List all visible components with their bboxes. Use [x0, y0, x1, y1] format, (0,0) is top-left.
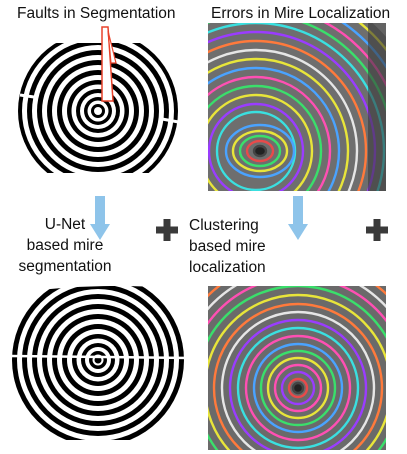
caption-errors-in-mire-localization: Errors in Mire Localization	[211, 5, 391, 22]
step-label-unet-line3: segmentation	[18, 258, 112, 275]
faulty-localization-image	[208, 23, 386, 191]
unet-segmentation-image	[10, 282, 190, 447]
clustering-localization-image	[208, 286, 386, 450]
step-label-clustering-line3: localization	[189, 259, 266, 276]
step-label-unet-line2: based mire	[26, 237, 104, 254]
faulty-segmentation-image	[12, 23, 192, 188]
step-label-unet: U-Net based mire segmentation	[10, 214, 120, 277]
caption-faults-in-segmentation: Faults in Segmentation	[17, 5, 176, 22]
down-arrow-left	[90, 196, 110, 240]
plus-icon-left	[156, 219, 178, 241]
step-label-clustering-line1: Clustering	[189, 217, 259, 234]
step-label-clustering: Clustering based mire localization	[189, 215, 289, 278]
plus-icon-right	[366, 219, 388, 241]
step-label-clustering-line2: based mire	[189, 238, 266, 255]
down-arrow-right	[288, 196, 308, 240]
step-label-unet-line1: U-Net	[44, 216, 86, 233]
